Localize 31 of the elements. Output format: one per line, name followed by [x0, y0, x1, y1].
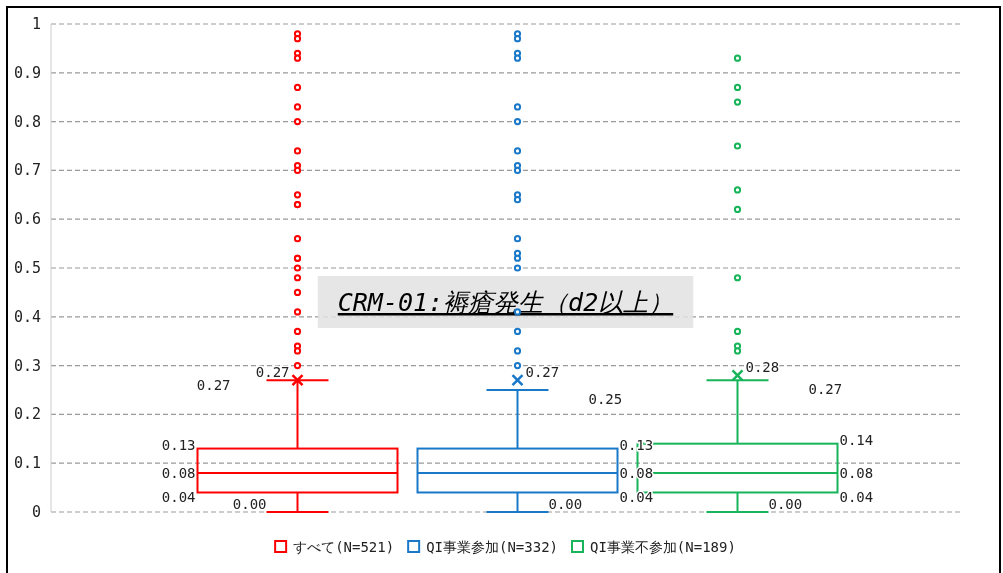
- y-tick-label: 0.6: [13, 210, 41, 229]
- text: 0.28: [745, 359, 780, 376]
- text: 0.27: [255, 364, 290, 381]
- y-tick-label: 1: [31, 15, 41, 33]
- text: 0.27: [525, 364, 560, 381]
- legend-label: QI事業参加(N=332): [426, 539, 559, 555]
- y-tick-label: 0.2: [13, 405, 41, 424]
- y-tick-label: 0.9: [13, 63, 41, 82]
- y-tick-label: 0: [31, 503, 41, 521]
- text: 0.00: [768, 496, 803, 512]
- text: 0.04: [161, 489, 196, 506]
- y-tick-label: 0.5: [13, 259, 41, 277]
- text: 0.27: [196, 377, 231, 394]
- text: 0.00: [232, 496, 267, 512]
- y-tick-label: 0.8: [13, 112, 41, 131]
- legend-label: すべて(N=521): [293, 539, 395, 555]
- text: 0.04: [619, 489, 654, 506]
- y-tick-label: 0.3: [13, 356, 41, 375]
- text: 0.13: [161, 436, 196, 453]
- text: 0.08: [161, 464, 196, 481]
- y-tick-label: 0.1: [13, 454, 41, 473]
- text: 0.27: [808, 381, 843, 398]
- y-tick-label: 0.7: [13, 161, 41, 180]
- text: 0.08: [839, 464, 874, 481]
- y-tick-label: 0.4: [13, 307, 41, 326]
- legend-label: QI事業不参加(N=189): [590, 539, 736, 555]
- text: 0.25: [588, 391, 623, 407]
- text: 0.00: [548, 496, 583, 512]
- text: 0.04: [839, 489, 874, 506]
- text: 0.13: [619, 436, 654, 453]
- text: 0.14: [839, 431, 874, 448]
